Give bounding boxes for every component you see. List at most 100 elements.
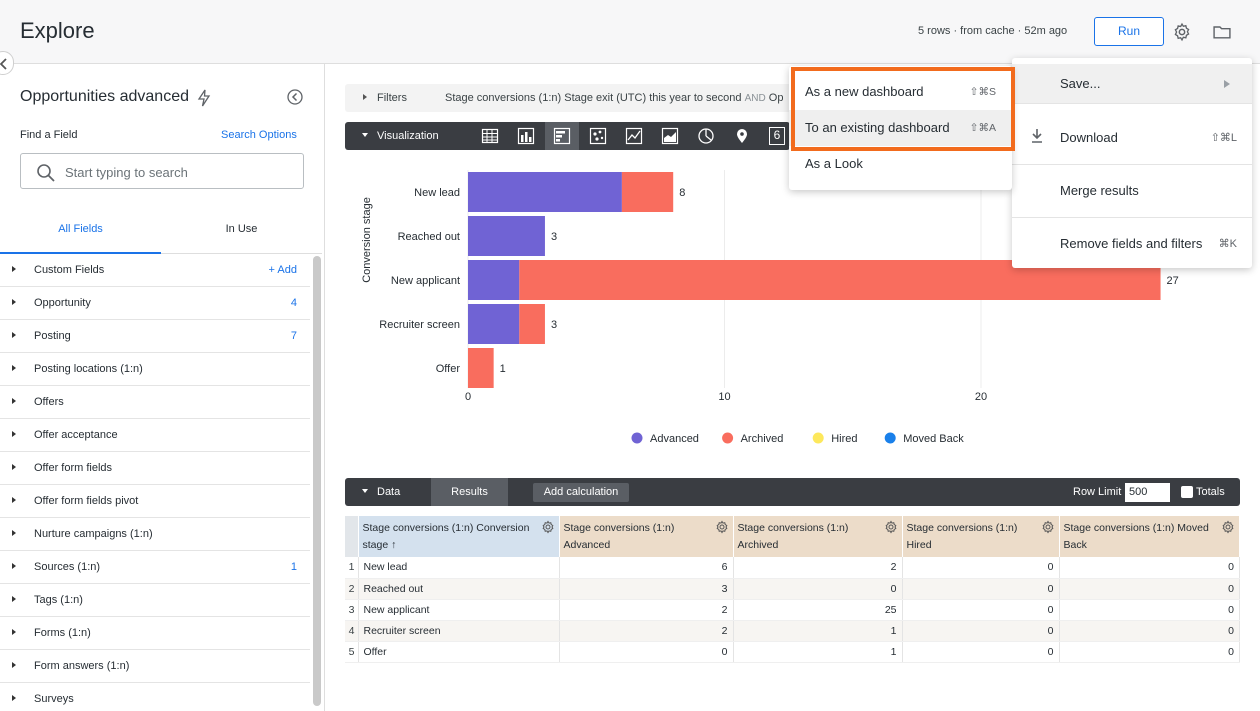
column-gear-icon[interactable] [884,520,898,534]
column-header[interactable]: Stage conversions (1:n) Archived [733,516,903,557]
field-group[interactable]: Custom Fields + Add [0,254,310,287]
pie-chart-icon[interactable] [697,127,715,145]
search-options-link[interactable]: Search Options [221,129,297,141]
menu-item-save[interactable]: Save... [1012,64,1252,104]
collapse-circle-icon[interactable] [287,89,303,105]
row-limit-input[interactable] [1125,483,1170,502]
filters-bar[interactable]: Filters Stage conversions (1:n) Stage ex… [345,84,805,112]
field-group[interactable]: Offer form fields pivot [0,485,310,518]
table-cell[interactable]: 0 [1059,641,1240,663]
scatter-icon[interactable] [589,127,607,145]
table-cell[interactable]: 0 [902,641,1060,663]
visualization-bar[interactable]: Visualization 6 [345,122,790,150]
column-header-label: Stage conversions (1:n) Conversion stage… [362,522,530,551]
collapse-panel-button[interactable] [0,51,14,75]
table-cell[interactable]: 0 [1059,599,1240,621]
table-cell[interactable]: 0 [733,578,903,600]
table-cell[interactable]: 0 [902,620,1060,642]
field-group[interactable]: Surveys [0,683,310,711]
table-cell[interactable]: 0 [1059,578,1240,600]
table-row[interactable]: 5 Offer 0 1 0 0 [345,641,1240,663]
field-group[interactable]: Tags (1:n) [0,584,310,617]
field-group[interactable]: Offer acceptance [0,419,310,452]
data-label: Data [377,486,401,498]
bar-chart-selected[interactable] [545,122,579,150]
table-cell[interactable]: 2 [559,620,734,642]
field-group[interactable]: Nurture campaigns (1:n) [0,518,310,551]
totals-checkbox[interactable] [1181,486,1193,498]
column-header[interactable]: Stage conversions (1:n) Moved Back [1059,516,1240,557]
field-search-input[interactable]: Start typing to search [20,153,304,189]
row-number: 3 [345,599,359,621]
table-cell[interactable]: 0 [902,599,1060,621]
column-gear-icon[interactable] [715,520,729,534]
table-row[interactable]: 4 Recruiter screen 2 1 0 0 [345,620,1240,642]
add-custom-field-link[interactable]: + Add [268,264,297,276]
menu-item-existing-dashboard[interactable]: To an existing dashboard ⇧⌘A [789,110,1012,146]
menu-item-merge-results[interactable]: Merge results [1012,165,1252,218]
gear-dropdown-menu: Save... Download ⇧⌘L Merge results Remov… [1012,58,1252,268]
field-group[interactable]: Posting 7 [0,320,310,353]
table-cell[interactable]: 25 [733,599,903,621]
data-bar[interactable]: Data Results Add calculation Row Limit T… [345,478,1240,506]
table-row[interactable]: 1 New lead 6 2 0 0 [345,557,1240,579]
column-header[interactable]: Stage conversions (1:n) Conversion stage… [358,516,560,557]
table-row[interactable]: 2 Reached out 3 0 0 0 [345,578,1240,600]
table-cell[interactable]: Reached out [358,578,560,600]
tab-all-fields[interactable]: All Fields [0,214,161,254]
field-group[interactable]: Offer form fields [0,452,310,485]
table-cell[interactable]: 0 [559,641,734,663]
table-cell[interactable]: New applicant [358,599,560,621]
table-cell[interactable]: 0 [1059,557,1240,579]
column-header[interactable]: Stage conversions (1:n) Advanced [559,516,734,557]
line-chart-icon[interactable] [625,127,643,145]
table-cell[interactable]: 1 [733,641,903,663]
field-group[interactable]: Form answers (1:n) [0,650,310,683]
folder-icon[interactable] [1212,22,1232,42]
y-axis-label: Conversion stage [361,197,373,283]
tab-in-use[interactable]: In Use [225,223,258,235]
run-button[interactable]: Run [1094,17,1164,46]
table-cell[interactable]: 3 [559,578,734,600]
table-cell[interactable]: 1 [733,620,903,642]
table-cell[interactable]: 0 [902,578,1060,600]
results-tab[interactable]: Results [431,478,508,506]
menu-item-new-dashboard[interactable]: As a new dashboard ⇧⌘S [789,74,1012,110]
menu-item-as-look[interactable]: As a Look [789,146,1012,182]
chart-category-labels: New lead Reached out New applicant Recruite… [379,187,460,375]
table-cell[interactable]: Offer [358,641,560,663]
table-cell[interactable]: 0 [1059,620,1240,642]
add-calculation-button[interactable]: Add calculation [533,483,629,502]
field-group[interactable]: Opportunity 4 [0,287,310,320]
column-gear-icon[interactable] [1041,520,1055,534]
column-gear-icon[interactable] [541,520,555,534]
menu-item-remove-fields[interactable]: Remove fields and filters ⌘K [1012,218,1252,271]
field-group[interactable]: Offers [0,386,310,419]
table-cell[interactable]: 2 [559,599,734,621]
map-pin-icon[interactable] [733,127,751,145]
search-icon [37,164,55,182]
table-cell[interactable]: 0 [902,557,1060,579]
field-group[interactable]: Sources (1:n) 1 [0,551,310,584]
gear-icon[interactable] [1172,22,1192,42]
field-group-label: Custom Fields [34,264,105,276]
table-row[interactable]: 3 New applicant 2 25 0 0 [345,599,1240,621]
field-group[interactable]: Forms (1:n) [0,617,310,650]
table-cell[interactable]: Recruiter screen [358,620,560,642]
field-group-label: Form answers (1:n) [34,660,130,672]
field-list-scrollbar[interactable] [313,256,321,706]
column-header[interactable]: Stage conversions (1:n) Hired [902,516,1060,557]
area-chart-icon[interactable] [661,127,679,145]
download-icon [1032,129,1042,143]
column-gear-icon[interactable] [1221,520,1235,534]
lightning-icon[interactable] [197,89,211,107]
column-chart-icon[interactable] [517,127,535,145]
table-cell[interactable]: New lead [358,557,560,579]
filters-label: Filters [377,92,407,104]
menu-item-download[interactable]: Download ⇧⌘L [1012,112,1252,165]
table-cell[interactable]: 2 [733,557,903,579]
single-value-icon[interactable]: 6 [769,127,785,145]
table-cell[interactable]: 6 [559,557,734,579]
field-group[interactable]: Posting locations (1:n) [0,353,310,386]
table-icon[interactable] [481,127,499,145]
